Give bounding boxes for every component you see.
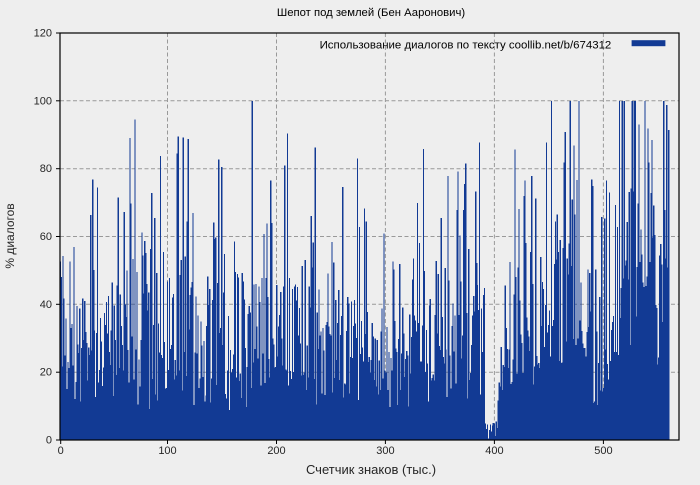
svg-text:400: 400 [485, 445, 503, 457]
svg-text:120: 120 [34, 28, 52, 40]
svg-text:200: 200 [267, 445, 285, 457]
svg-text:Счетчик знаков (тыс.): Счетчик знаков (тыс.) [306, 462, 436, 477]
svg-text:0: 0 [58, 445, 64, 457]
svg-text:0: 0 [46, 435, 52, 447]
svg-text:Использование диалогов по текс: Использование диалогов по тексту coollib… [320, 40, 612, 52]
svg-text:300: 300 [376, 445, 394, 457]
svg-text:20: 20 [40, 367, 52, 379]
svg-text:100: 100 [34, 95, 52, 107]
svg-text:40: 40 [40, 299, 52, 311]
svg-text:80: 80 [40, 163, 52, 175]
svg-text:Шепот под землей (Бен Ааронови: Шепот под землей (Бен Ааронович) [277, 7, 465, 19]
svg-text:60: 60 [40, 231, 52, 243]
svg-text:100: 100 [158, 445, 176, 457]
svg-text:500: 500 [594, 445, 612, 457]
svg-text:% диалогов: % диалогов [3, 203, 17, 268]
